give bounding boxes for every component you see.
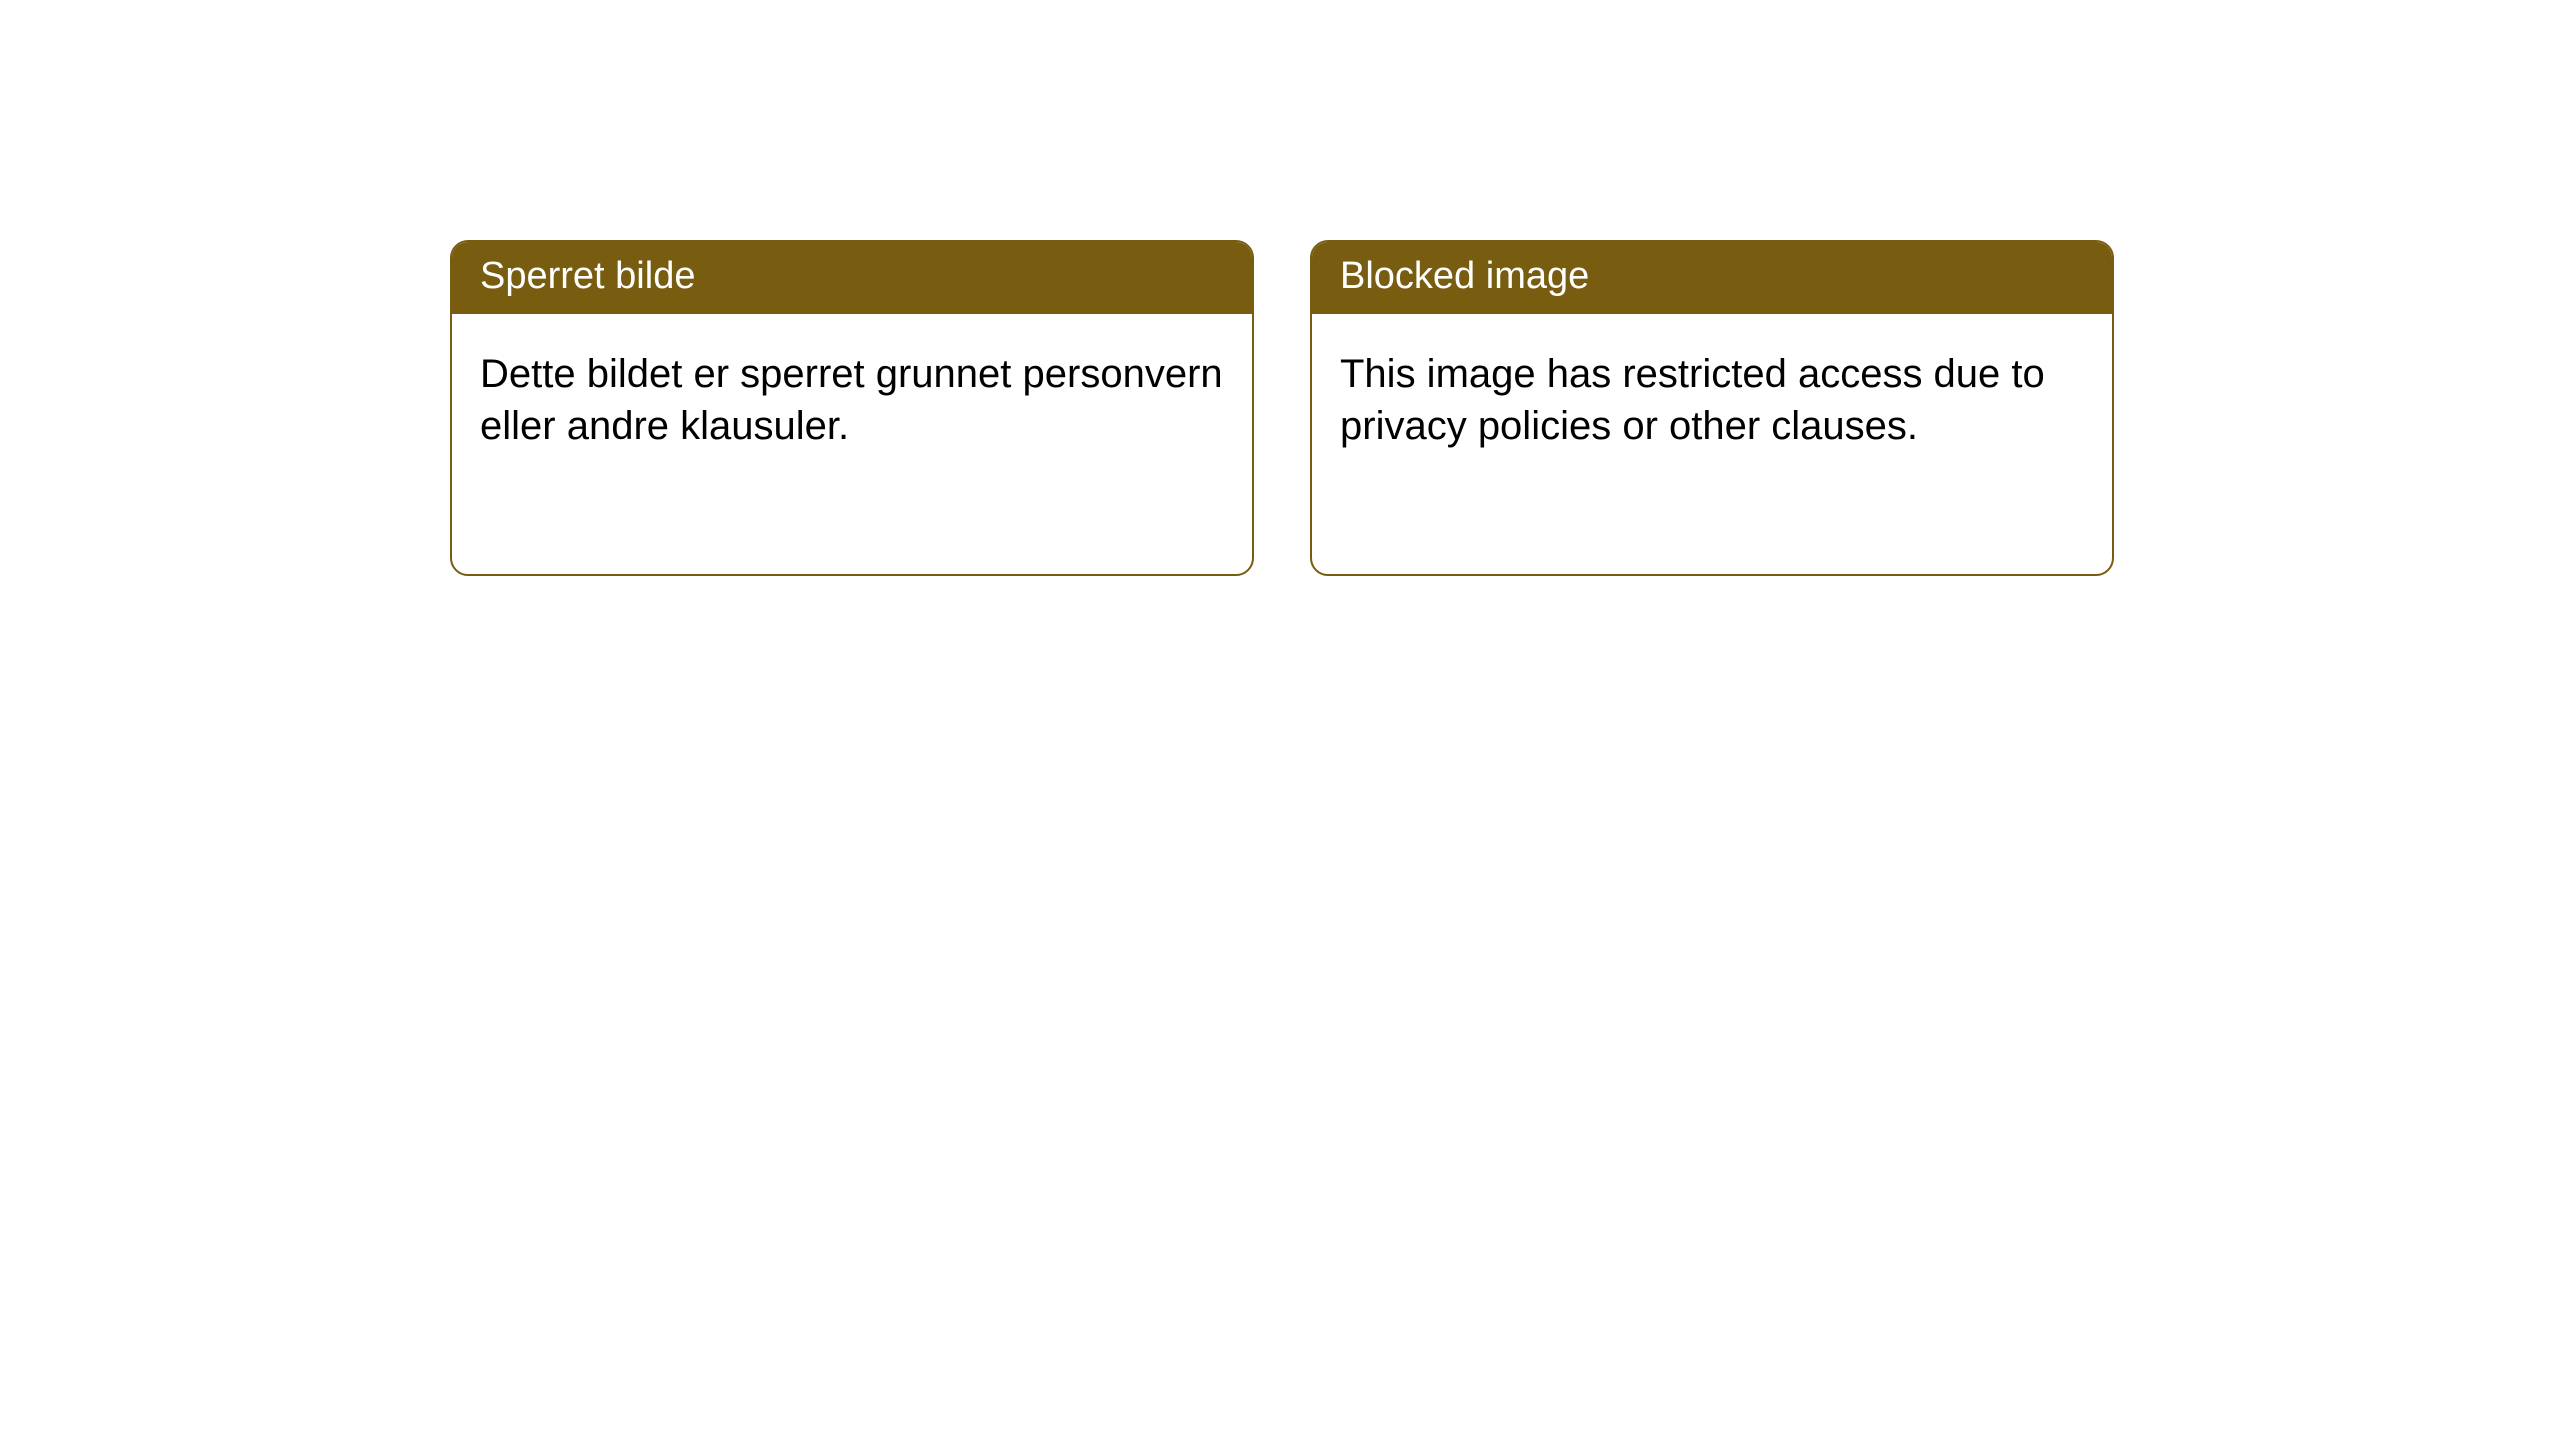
blocked-image-card-en: Blocked image This image has restricted … — [1310, 240, 2114, 576]
card-body-text-no: Dette bildet er sperret grunnet personve… — [480, 352, 1223, 448]
card-title-no: Sperret bilde — [480, 255, 695, 297]
blocked-image-card-no: Sperret bilde Dette bildet er sperret gr… — [450, 240, 1254, 576]
card-body-en: This image has restricted access due to … — [1312, 314, 2112, 480]
cards-container: Sperret bilde Dette bildet er sperret gr… — [450, 240, 2114, 576]
card-header-en: Blocked image — [1312, 242, 2112, 314]
card-header-no: Sperret bilde — [452, 242, 1252, 314]
card-body-text-en: This image has restricted access due to … — [1340, 352, 2045, 448]
card-body-no: Dette bildet er sperret grunnet personve… — [452, 314, 1252, 480]
card-title-en: Blocked image — [1340, 255, 1589, 297]
